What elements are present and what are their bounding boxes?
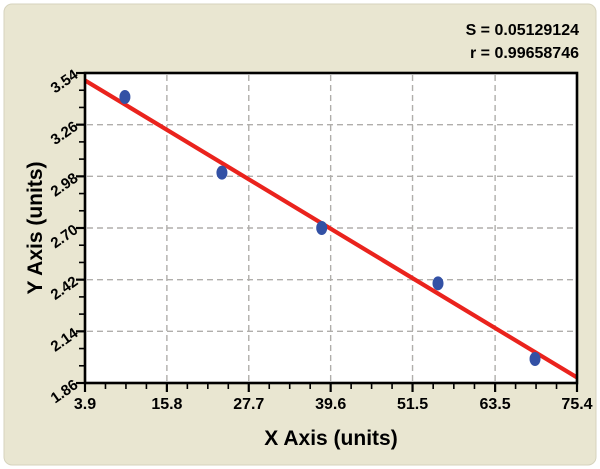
x-tick-label: 39.6 bbox=[315, 396, 346, 413]
r-statistic-label: r = 0.99658746 bbox=[470, 45, 579, 62]
regression-line-group bbox=[86, 78, 576, 380]
plot-frame bbox=[83, 71, 579, 385]
data-point bbox=[216, 165, 228, 180]
data-point bbox=[316, 221, 328, 235]
x-tick-label: 3.9 bbox=[74, 396, 96, 413]
data-point bbox=[432, 276, 444, 291]
x-tick-label: 27.7 bbox=[233, 396, 264, 413]
y-axis-title: Y Axis (units) bbox=[24, 161, 47, 294]
x-tick-label: 15.8 bbox=[151, 396, 182, 413]
data-point bbox=[529, 352, 541, 367]
x-tick-labels: 3.9 15.8 27.7 39.6 51.5 63.5 75.4 bbox=[74, 396, 593, 413]
x-tick-label: 51.5 bbox=[397, 396, 428, 413]
regression-line bbox=[86, 78, 576, 380]
data-points-group bbox=[119, 89, 541, 367]
x-tick-label: 63.5 bbox=[480, 396, 511, 413]
s-statistic-label: S = 0.05129124 bbox=[466, 22, 580, 39]
x-axis-title: X Axis (units) bbox=[264, 427, 397, 450]
x-tick-label: 75.4 bbox=[561, 396, 592, 413]
data-point bbox=[119, 89, 131, 104]
axis-ticks bbox=[76, 71, 579, 392]
